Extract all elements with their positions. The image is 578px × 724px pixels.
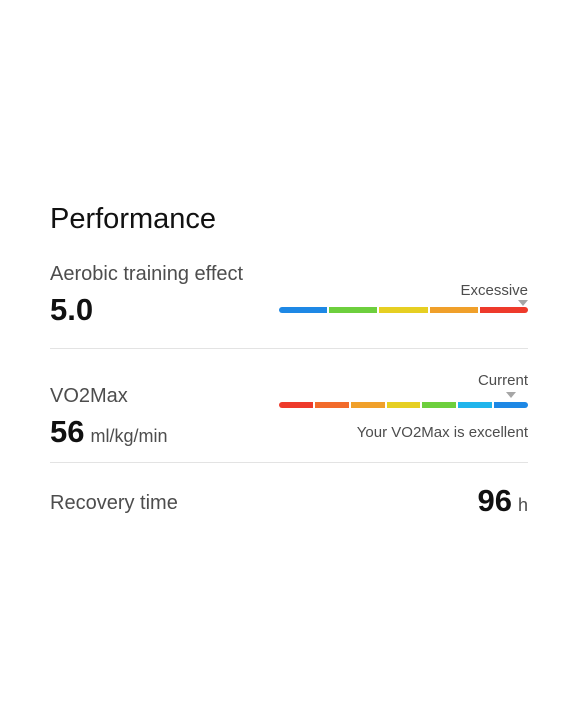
recovery-time-label: Recovery time xyxy=(50,492,178,514)
vo2max-current-marker-icon xyxy=(505,392,516,398)
scale-segment xyxy=(479,307,528,313)
scale-segment xyxy=(386,402,421,408)
scale-segment xyxy=(379,307,428,313)
vo2max-scale-bar xyxy=(279,402,528,408)
aerobic-training-scale-bar xyxy=(279,307,528,313)
scale-segment xyxy=(314,402,349,408)
scale-segment xyxy=(494,402,528,408)
scale-segment xyxy=(429,307,478,313)
aerobic-training-label: Aerobic training effect xyxy=(50,263,244,285)
aerobic-marker-label: Excessive xyxy=(460,282,528,299)
vo2max-value: 56 xyxy=(50,414,85,449)
vo2max-value-row: 56 ml/kg/min xyxy=(50,414,168,454)
recovery-time-value-row: 96 h xyxy=(478,483,529,523)
aerobic-training-value: 5.0 xyxy=(50,292,94,327)
divider xyxy=(50,462,528,463)
vo2max-status-text: Your VO2Max is excellent xyxy=(356,424,528,441)
vo2max-unit: ml/kg/min xyxy=(90,426,168,446)
scale-segment xyxy=(279,402,313,408)
vo2max-marker-label: Current xyxy=(477,372,528,389)
scale-segment xyxy=(458,402,493,408)
scale-segment xyxy=(422,402,457,408)
scale-segment xyxy=(279,307,328,313)
scale-segment xyxy=(329,307,378,313)
recovery-time-value: 96 xyxy=(477,483,512,518)
scale-segment xyxy=(350,402,385,408)
vo2max-label: VO2Max xyxy=(50,385,128,407)
section-title: Performance xyxy=(50,203,217,235)
aerobic-level-marker-icon xyxy=(518,300,529,306)
recovery-time-unit: h xyxy=(517,495,528,515)
divider xyxy=(50,348,528,349)
